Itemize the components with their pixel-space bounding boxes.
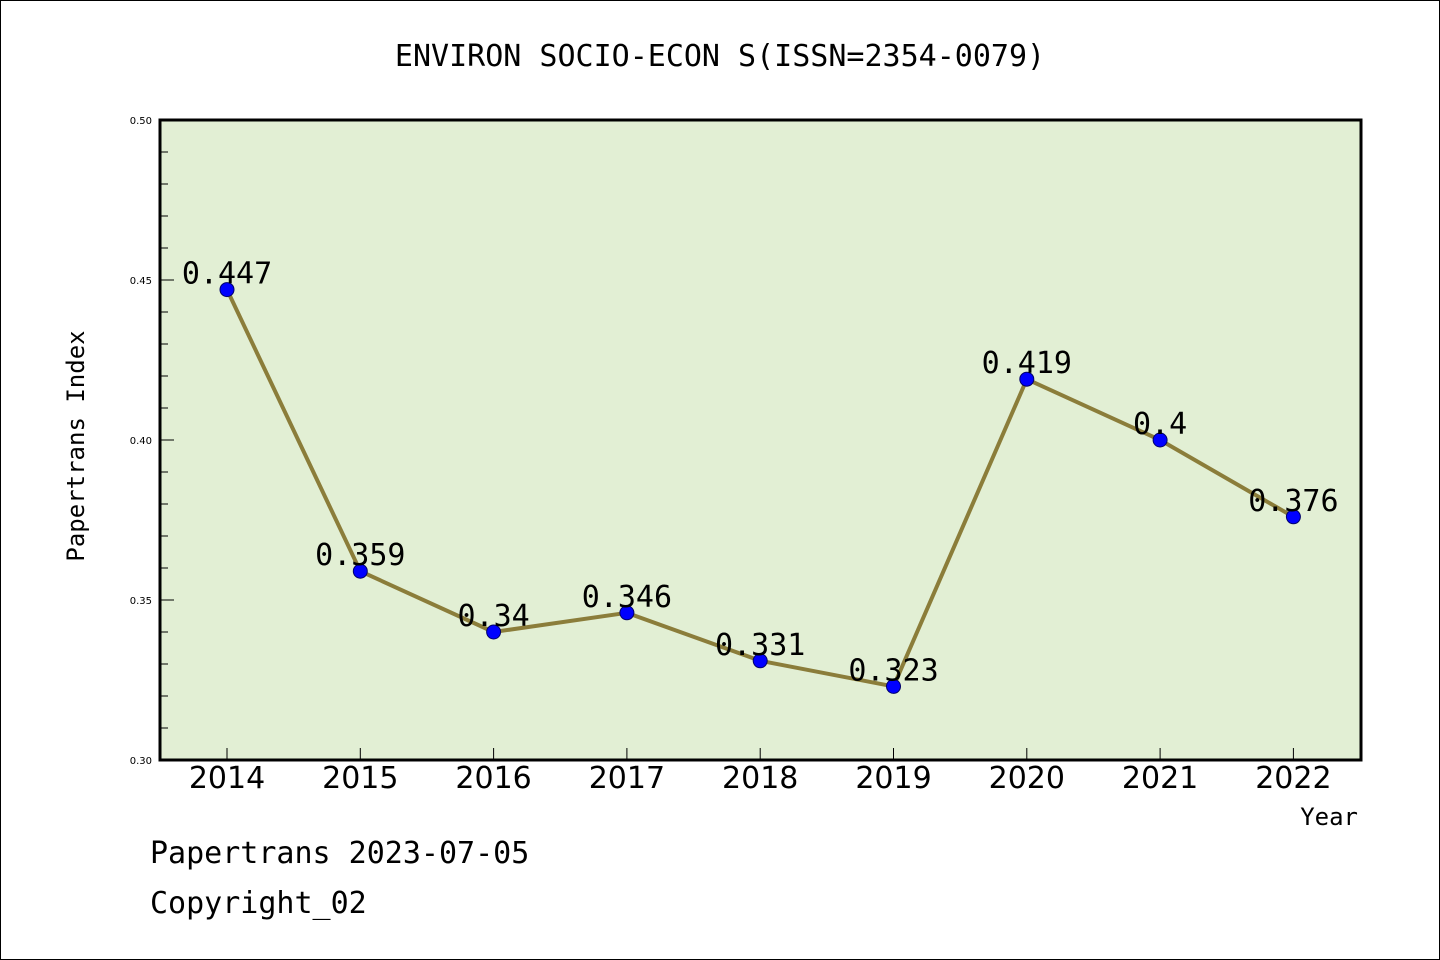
data-point [1152, 432, 1168, 448]
data-label: 0.419 [982, 346, 1072, 381]
data-label: 0.376 [1248, 484, 1338, 519]
footer-copyright: Copyright_02 [150, 886, 367, 921]
x-tick-label: 2017 [589, 761, 665, 796]
x-tick-label: 2014 [189, 761, 265, 796]
data-point [619, 605, 635, 621]
plot-border [158, 118, 1363, 762]
y-tick-label: 0.35 [130, 596, 152, 607]
data-label: 0.447 [182, 257, 272, 292]
data-label: 0.4 [1133, 407, 1187, 442]
data-points [219, 282, 1301, 694]
x-tick-label: 2018 [722, 761, 798, 796]
y-tick-label: 0.30 [130, 756, 152, 767]
x-axis: 2014 2015 2016 2017 2018 2019 2020 2021 2022 [189, 748, 1332, 796]
x-tick-label: 2021 [1122, 761, 1198, 796]
data-point [1019, 371, 1035, 387]
x-tick-label: 2019 [855, 761, 931, 796]
y-axis-label: Papertrans Index [62, 330, 90, 561]
data-label: 0.34 [457, 599, 529, 634]
y-tick-label: 0.40 [130, 436, 152, 447]
data-point [219, 282, 235, 298]
data-labels: 0.447 0.359 0.34 0.346 0.331 0.323 0.419 0.4 0.3… [182, 257, 1339, 689]
data-label: 0.359 [315, 538, 405, 573]
y-tick-label: 0.45 [130, 276, 152, 287]
data-point [886, 678, 901, 694]
data-label: 0.346 [582, 580, 672, 615]
data-label: 0.323 [848, 653, 938, 688]
x-tick-label: 2020 [989, 761, 1065, 796]
data-point [352, 563, 368, 579]
x-tick-label: 2016 [455, 761, 531, 796]
chart-title: ENVIRON SOCIO-ECON S(ISSN=2354-0079) [395, 39, 1045, 74]
x-tick-label: 2022 [1255, 761, 1331, 796]
x-tick-label: 2015 [322, 761, 398, 796]
x-axis-label: Year [1300, 803, 1358, 831]
data-point [486, 624, 502, 640]
data-point [1285, 509, 1301, 525]
data-point [752, 653, 768, 669]
y-axis: 0.30 0.35 0.40 0.45 0.50 [130, 116, 174, 767]
y-tick-label: 0.50 [130, 116, 152, 127]
data-label: 0.331 [715, 628, 805, 663]
footer-date: Papertrans 2023-07-05 [150, 836, 529, 871]
